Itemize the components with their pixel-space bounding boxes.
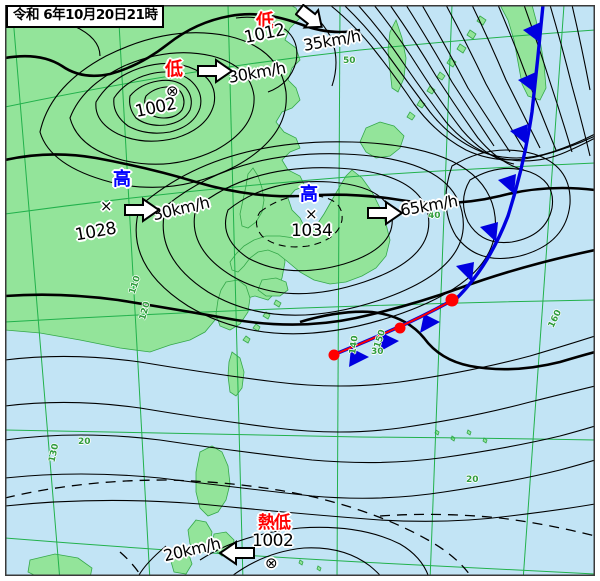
high-pressure-value-1034: 1034 <box>291 221 333 241</box>
motion-arrow-low-1012 <box>295 4 323 29</box>
honshu <box>229 169 391 285</box>
front-systems <box>328 5 545 367</box>
lat-label-40: 40 <box>428 211 441 221</box>
tropical-depression-symbol: 熱低 <box>258 513 291 533</box>
tropical-depression-center-marker: ⊗ <box>265 554 278 572</box>
meridian-140 <box>336 5 341 576</box>
high-center-marker-1028: × <box>100 197 113 215</box>
meridian-110 <box>11 5 61 576</box>
hokkaido <box>359 121 405 159</box>
lat-lon-grid <box>5 5 595 576</box>
isobars-dashed <box>5 479 595 576</box>
high-symbol-1034: 高 <box>300 184 318 205</box>
chart-title: 令和 6年10月20日21時 <box>6 5 165 28</box>
isobars-thin-south <box>5 335 595 576</box>
parallel-10 <box>5 537 595 575</box>
meridian-150 <box>429 5 453 576</box>
motion-arrow-high-1034 <box>367 200 404 226</box>
meridian-160 <box>522 5 565 576</box>
parallel-50 <box>5 29 595 108</box>
tropical-depression-value: 1002 <box>252 531 294 551</box>
motion-arrow-tropical-depression <box>218 540 255 566</box>
ryukyu-islands <box>242 299 282 344</box>
motion-arrow-high-1028 <box>124 197 161 223</box>
borneo-edge <box>27 553 93 576</box>
cold-front-trailing <box>328 293 459 367</box>
parallel-30 <box>5 299 595 323</box>
high-symbol-1028: 高 <box>113 169 131 190</box>
taiwan <box>227 351 245 397</box>
cold-front-northeast <box>453 5 545 302</box>
motion-arrow-low-1002 <box>197 58 234 84</box>
low-symbol-1002: 低 <box>165 59 183 80</box>
low-symbol-1012: 低 <box>256 11 274 32</box>
kuril-islands <box>406 15 487 121</box>
meridian-120 <box>117 5 151 576</box>
lat-label-50: 50 <box>343 56 356 66</box>
meridian-130 <box>227 5 244 576</box>
isobars <box>5 5 595 576</box>
isobars-thick <box>5 12 595 371</box>
lat-label-30-east: 30 <box>371 347 384 357</box>
low-center-marker-1002: ⊗ <box>166 82 179 100</box>
philippines-west <box>169 547 193 575</box>
high-center-marker-1034: × <box>305 205 318 223</box>
philippines-central <box>187 519 213 551</box>
lat-label-20-east: 20 <box>466 475 479 485</box>
parallel-20 <box>5 429 595 441</box>
lat-label-20-west: 20 <box>78 437 91 447</box>
